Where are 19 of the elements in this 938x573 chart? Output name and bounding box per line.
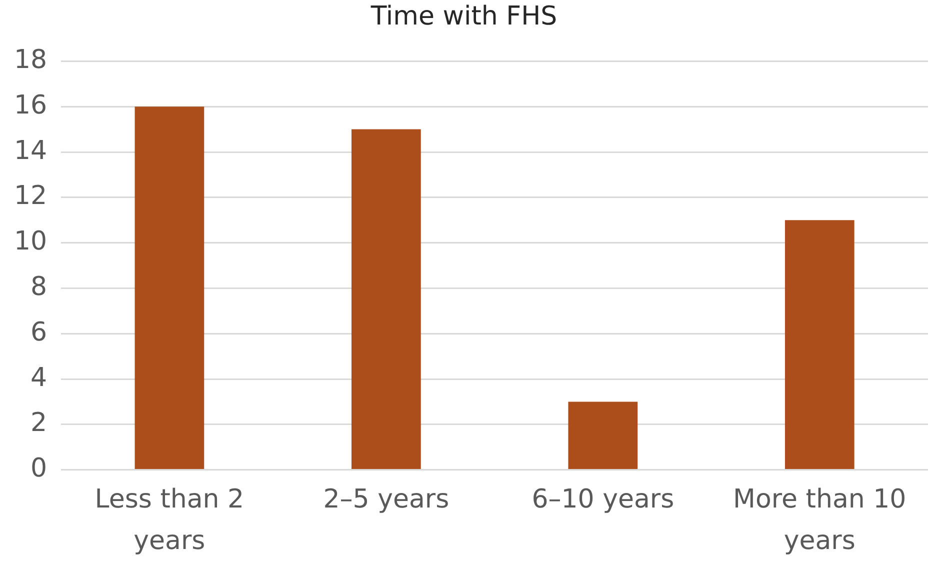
bar xyxy=(352,129,421,470)
bar xyxy=(134,106,204,470)
y-tick-label: 12 xyxy=(14,181,48,212)
y-tick-label: 6 xyxy=(30,317,48,348)
y-tick-label: 8 xyxy=(30,272,48,302)
x-tick-label: 2–5 years xyxy=(323,484,450,514)
bar xyxy=(568,402,638,470)
y-tick-label: 16 xyxy=(14,90,48,120)
chart-title: Time with FHS xyxy=(370,1,558,32)
y-tick-label: 10 xyxy=(14,226,48,257)
y-tick-label: 2 xyxy=(30,408,48,438)
x-tick-label: More than 10 years xyxy=(733,484,906,556)
y-tick-label: 4 xyxy=(30,362,48,393)
bar xyxy=(784,220,854,470)
y-tick-label: 18 xyxy=(14,44,48,75)
x-tick-label: Less than 2 years xyxy=(94,484,244,556)
y-tick-label: 0 xyxy=(30,454,48,484)
y-tick-label: 14 xyxy=(14,136,48,166)
x-tick-label: 6–10 years xyxy=(532,484,674,514)
